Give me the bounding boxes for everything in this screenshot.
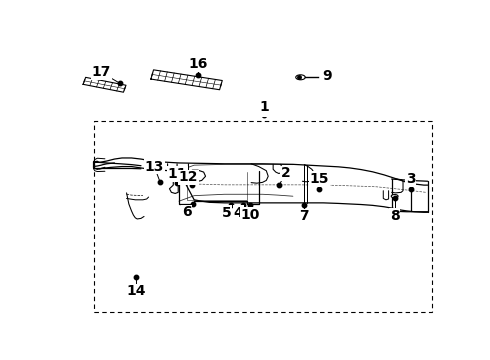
Text: 5: 5 xyxy=(221,206,231,220)
Text: 13: 13 xyxy=(145,159,164,174)
Text: 2: 2 xyxy=(280,166,290,180)
Text: 16: 16 xyxy=(188,57,208,71)
Text: 11: 11 xyxy=(167,167,187,181)
Text: 8: 8 xyxy=(390,208,399,222)
Text: 10: 10 xyxy=(241,208,260,222)
Text: 9: 9 xyxy=(322,69,332,84)
Ellipse shape xyxy=(296,75,305,80)
Text: 3: 3 xyxy=(406,172,416,186)
Text: 7: 7 xyxy=(299,210,309,224)
Text: 1: 1 xyxy=(260,103,270,117)
Text: 17: 17 xyxy=(92,65,111,79)
Text: 12: 12 xyxy=(179,170,198,184)
Text: 1: 1 xyxy=(260,100,270,114)
Text: 6: 6 xyxy=(182,205,192,219)
Text: 14: 14 xyxy=(127,284,146,298)
Bar xyxy=(94,121,432,312)
Text: 15: 15 xyxy=(310,172,329,186)
Text: 4: 4 xyxy=(233,206,243,220)
Ellipse shape xyxy=(391,194,398,198)
